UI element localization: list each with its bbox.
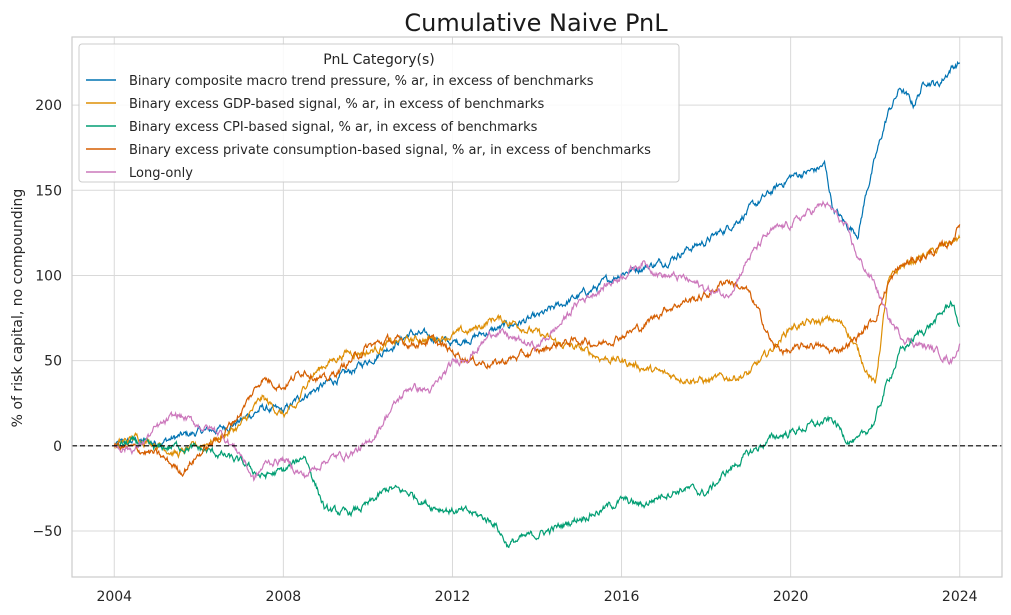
x-tick-label: 2004 bbox=[96, 589, 132, 605]
legend-item: Binary excess private consumption-based … bbox=[86, 143, 651, 158]
legend-item: Binary excess CPI-based signal, % ar, in… bbox=[86, 120, 538, 135]
legend: PnL Category(s) Binary composite macro t… bbox=[78, 43, 680, 183]
series-line-1 bbox=[113, 234, 961, 459]
x-tick-label: 2008 bbox=[266, 589, 302, 605]
series-line-4 bbox=[113, 200, 961, 483]
y-tick-label: 50 bbox=[44, 354, 62, 370]
x-tick-label: 2012 bbox=[435, 589, 471, 605]
legend-box bbox=[78, 43, 680, 183]
x-tick-label: 2020 bbox=[773, 589, 809, 605]
y-axis-label: % of risk capital, no compounding bbox=[10, 189, 26, 428]
legend-items: Binary composite macro trend pressure, %… bbox=[86, 74, 651, 181]
legend-label: Binary excess private consumption-based … bbox=[129, 143, 651, 158]
x-tick-label: 2016 bbox=[604, 589, 640, 605]
plot-frame bbox=[71, 36, 1003, 578]
y-tick-label: 150 bbox=[35, 183, 62, 199]
y-tick-label: 100 bbox=[35, 268, 62, 284]
legend-item: Binary composite macro trend pressure, %… bbox=[86, 74, 594, 89]
series-line-0 bbox=[114, 60, 961, 449]
series-lines bbox=[113, 60, 961, 549]
series-line-3 bbox=[113, 224, 961, 478]
legend-item: Long-only bbox=[86, 166, 193, 181]
y-tick-label: 200 bbox=[35, 98, 62, 114]
y-tick-label: 0 bbox=[53, 439, 62, 455]
legend-label: Binary composite macro trend pressure, %… bbox=[129, 74, 594, 89]
y-tick-labels: −50 0 50 100 150 200 bbox=[32, 98, 62, 540]
x-tick-label: 2024 bbox=[942, 589, 978, 605]
legend-item: Binary excess GDP-based signal, % ar, in… bbox=[86, 97, 545, 112]
chart-title: Cumulative Naive PnL bbox=[404, 9, 668, 37]
series-line-2 bbox=[113, 300, 961, 549]
x-tick-labels: 2004 2008 2012 2016 2020 2024 bbox=[96, 589, 977, 605]
legend-label: Binary excess CPI-based signal, % ar, in… bbox=[129, 120, 538, 135]
y-tick-label: −50 bbox=[32, 524, 62, 540]
legend-title: PnL Category(s) bbox=[323, 52, 435, 68]
legend-label: Long-only bbox=[129, 166, 193, 181]
legend-label: Binary excess GDP-based signal, % ar, in… bbox=[129, 97, 545, 112]
